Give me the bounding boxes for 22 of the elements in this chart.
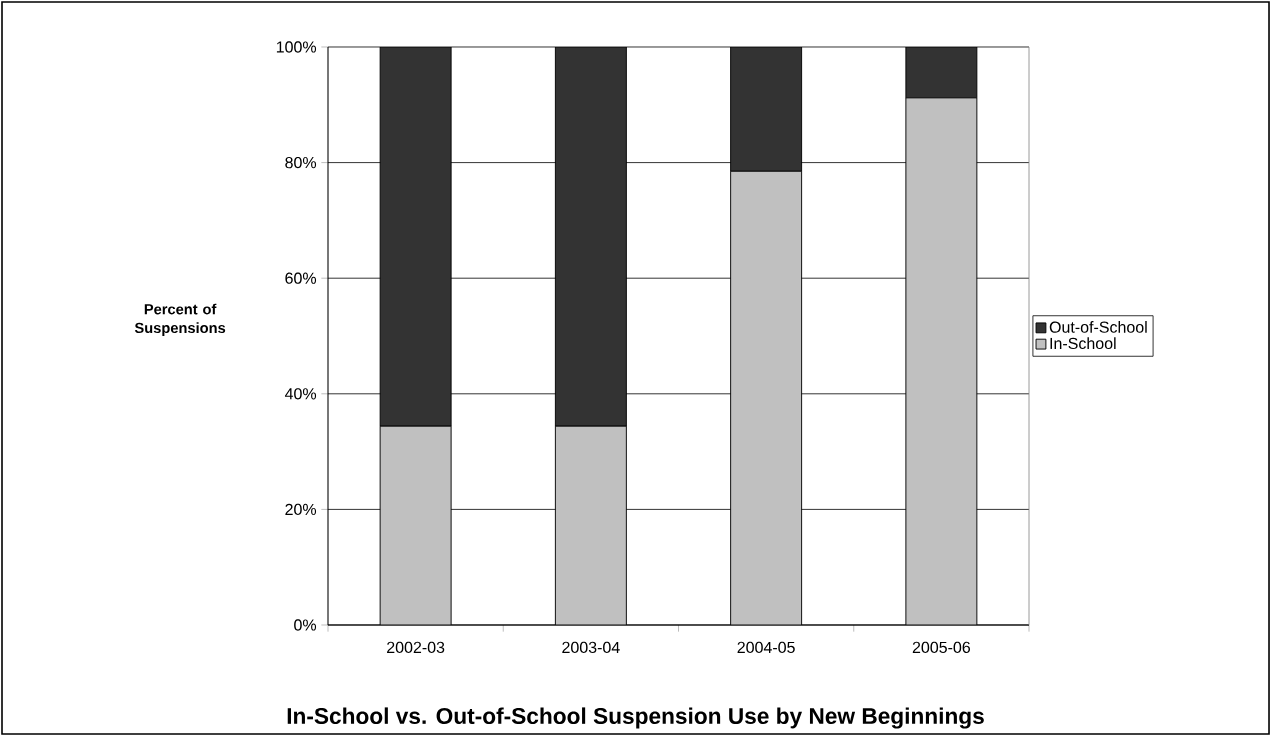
y-tick-label: 40%: [284, 388, 317, 400]
legend-label: Out-of-School: [1049, 321, 1147, 333]
x-tick-label: 2002-03: [387, 641, 445, 654]
x-tick-label: 2003-04: [562, 641, 620, 654]
bar: [905, 46, 978, 99]
bar: [730, 170, 803, 625]
y-axis-title: Percent of Suspensions: [134, 303, 226, 336]
x-tick-label: 2004-05: [737, 641, 795, 654]
y-tick-label: 100%: [276, 41, 317, 53]
legend-label: In-School: [1050, 337, 1116, 350]
y-tick-label: 0%: [294, 619, 317, 631]
bar: [379, 425, 452, 625]
bar: [905, 97, 978, 625]
y-tick-label: 20%: [285, 503, 317, 516]
text: In-School vs. Out-of-School Suspension Use by New Beginnings: [287, 707, 984, 729]
x-tick-label: 2005-06: [912, 641, 971, 654]
bar: [730, 46, 803, 172]
bar: [554, 425, 627, 625]
bar: [554, 46, 627, 427]
bar: [379, 46, 452, 427]
y-tick-label: 80%: [285, 156, 317, 169]
y-tick-label: 60%: [285, 272, 317, 284]
